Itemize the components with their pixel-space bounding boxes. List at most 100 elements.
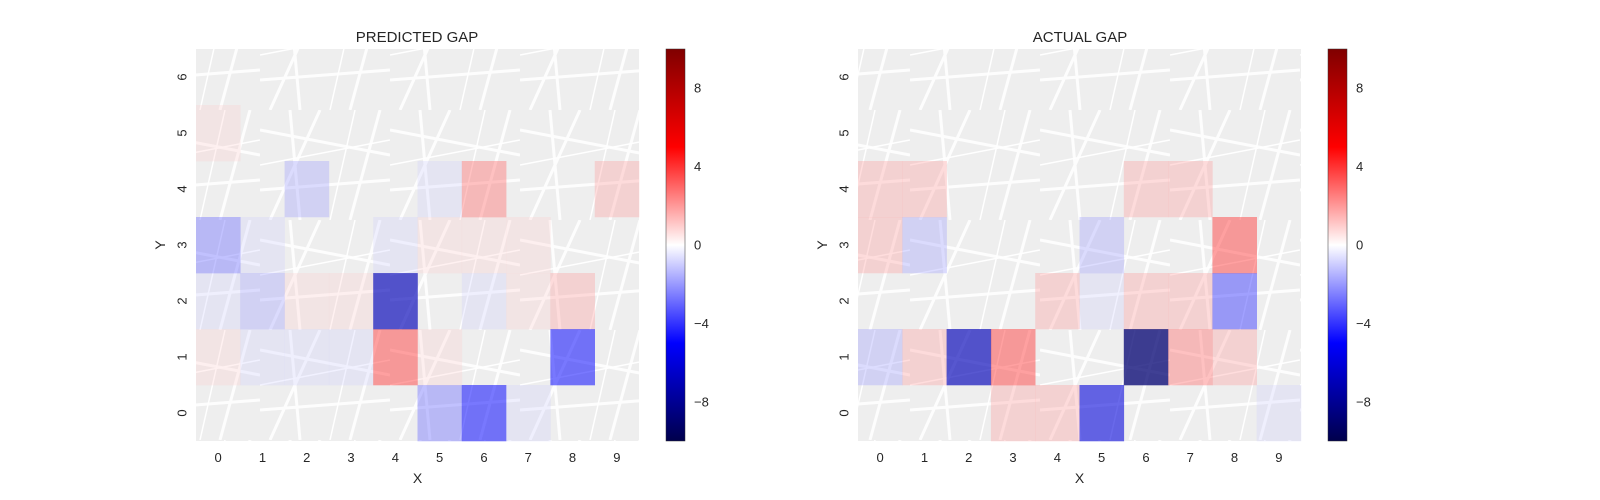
colorbar-tick-label: 0 <box>694 238 701 253</box>
heatmap-cell-x2-y1 <box>946 329 992 386</box>
heatmap-cell-x1-y3 <box>902 217 947 274</box>
heatmap-cell-x7-y2 <box>1168 273 1213 330</box>
x-tick-label: 3 <box>1009 450 1016 465</box>
heatmap-panel-1: ACTUAL GAP 0 1 2 3 4 5 6 7 8 9 0 1 2 3 4 5 6 X Y 8 4 0 −4 −8 <box>814 29 1371 486</box>
y-tick-label: 0 <box>837 409 852 416</box>
y-tick-label: 6 <box>175 73 190 80</box>
x-tick-label: 6 <box>480 450 487 465</box>
heatmap-cell-x5-y4 <box>417 161 463 218</box>
heatmap-cell-x4-y3 <box>373 217 418 274</box>
heatmap-cell-x4-y2 <box>373 273 418 330</box>
heatmap-cell-x1-y3 <box>240 217 285 274</box>
colorbar-tick-label: −8 <box>1356 394 1371 409</box>
x-tick-label: 9 <box>1275 450 1282 465</box>
y-axis-label: Y <box>152 240 168 250</box>
y-tick-label: 3 <box>175 241 190 248</box>
y-tick-label: 1 <box>175 353 190 360</box>
colorbar-tick-label: 8 <box>694 81 701 96</box>
x-tick-label: 5 <box>1098 450 1105 465</box>
colorbar-tick-label: 0 <box>1356 238 1363 253</box>
heatmap-cell-x5-y3 <box>1079 217 1125 274</box>
chart-title: ACTUAL GAP <box>1033 29 1127 46</box>
y-tick-label: 0 <box>175 409 190 416</box>
heatmap-cell-x6-y2 <box>1123 273 1169 330</box>
colorbar-tick-label: 4 <box>1356 159 1363 174</box>
heatmap-cell-x3-y1 <box>328 329 374 386</box>
heatmap-cell-x7-y0 <box>506 385 551 442</box>
heatmap-cell-x8-y3 <box>1212 217 1257 274</box>
x-tick-label: 3 <box>347 450 354 465</box>
heatmap-cell-x7-y3 <box>506 217 551 274</box>
heatmap-cell-x1-y4 <box>902 161 947 218</box>
heatmap-cell-x6-y4 <box>1123 161 1169 218</box>
x-tick-label: 1 <box>259 450 266 465</box>
x-tick-label: 8 <box>569 450 576 465</box>
y-tick-label: 2 <box>837 297 852 304</box>
heatmap-cell-x0-y4 <box>858 161 903 218</box>
x-tick-label: 0 <box>215 450 222 465</box>
y-axis-label: Y <box>814 240 830 250</box>
y-tick-label: 2 <box>175 297 190 304</box>
y-tick-label: 5 <box>837 129 852 136</box>
y-tick-label: 4 <box>175 185 190 192</box>
colorbar-tick-label: 4 <box>694 159 701 174</box>
heatmap-cell-x1-y1 <box>902 329 947 386</box>
heatmap-cell-x9-y0 <box>1256 385 1302 442</box>
y-tick-label: 4 <box>837 185 852 192</box>
chart-title: PREDICTED GAP <box>356 29 479 46</box>
heatmap-cell-x0-y3 <box>196 217 241 274</box>
colorbar-tick-label: −4 <box>694 316 709 331</box>
heatmap-cell-x6-y3 <box>461 217 507 274</box>
map-background <box>858 49 1301 441</box>
y-tick-label: 5 <box>175 129 190 136</box>
heatmap-cell-x5-y0 <box>1079 385 1125 442</box>
x-tick-label: 6 <box>1142 450 1149 465</box>
x-tick-label: 4 <box>1054 450 1061 465</box>
x-tick-label: 0 <box>877 450 884 465</box>
heatmap-cell-x1-y1 <box>240 329 285 386</box>
heatmap-cell-x8-y1 <box>1212 329 1257 386</box>
x-tick-label: 2 <box>965 450 972 465</box>
colorbar-tick-label: −4 <box>1356 316 1371 331</box>
x-tick-label: 2 <box>303 450 310 465</box>
heatmap-cell-x4-y1 <box>373 329 418 386</box>
colorbar-gradient <box>1327 48 1348 442</box>
colorbar-gradient <box>665 48 686 442</box>
x-axis-label: X <box>1075 470 1085 486</box>
heatmap-cell-x7-y1 <box>1168 329 1213 386</box>
y-tick-label: 3 <box>837 241 852 248</box>
colorbar: 8 4 0 −4 −8 <box>1327 48 1371 442</box>
x-tick-label: 8 <box>1231 450 1238 465</box>
heatmap-panel-0: PREDICTED GAP 0 1 2 3 4 5 6 7 8 9 0 1 2 3 4 5 6 X Y 8 4 0 −4 −8 <box>152 29 709 486</box>
heatmap-cell-x0-y1 <box>196 329 241 386</box>
heatmap-cell-x6-y4 <box>461 161 507 218</box>
heatmap-cell-x1-y2 <box>240 273 285 330</box>
heatmap-cell-x8-y2 <box>1212 273 1257 330</box>
x-tick-label: 1 <box>921 450 928 465</box>
heatmap-cell-x6-y0 <box>461 385 507 442</box>
heatmap-cell-x3-y1 <box>990 329 1036 386</box>
heatmap-cell-x6-y1 <box>1123 329 1169 386</box>
x-tick-label: 5 <box>436 450 443 465</box>
heatmap-cell-x2-y2 <box>284 273 330 330</box>
heatmap-cell-x5-y3 <box>417 217 463 274</box>
colorbar-tick-label: 8 <box>1356 81 1363 96</box>
heatmap-cell-x5-y0 <box>417 385 463 442</box>
heatmap-cell-x3-y0 <box>990 385 1036 442</box>
heatmap-cell-x2-y4 <box>284 161 330 218</box>
heatmap-cell-x8-y2 <box>550 273 595 330</box>
x-tick-label: 4 <box>392 450 399 465</box>
x-axis-label: X <box>413 470 423 486</box>
heatmap-cell-x0-y3 <box>858 217 903 274</box>
heatmap-cell-x5-y1 <box>417 329 463 386</box>
x-tick-label: 7 <box>1187 450 1194 465</box>
y-tick-label: 6 <box>837 73 852 80</box>
heatmap-cell-x7-y4 <box>1168 161 1213 218</box>
heatmap-cell-x2-y1 <box>284 329 330 386</box>
x-tick-label: 9 <box>613 450 620 465</box>
heatmap-cell-x7-y2 <box>506 273 551 330</box>
heatmap-cell-x5-y2 <box>1079 273 1125 330</box>
heatmap-cell-x3-y2 <box>328 273 374 330</box>
heatmap-cell-x0-y2 <box>196 273 241 330</box>
